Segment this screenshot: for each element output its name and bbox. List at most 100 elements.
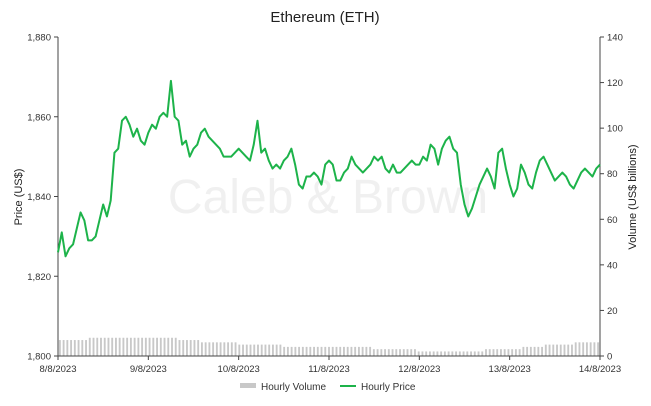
volume-bar	[245, 344, 248, 356]
y-right-tick-label: 0	[607, 352, 612, 363]
y-right-tick-label: 140	[607, 33, 623, 44]
price-series-line	[57, 79, 601, 258]
volume-bar	[552, 344, 555, 356]
volume-bar	[204, 342, 207, 356]
volume-bar	[559, 344, 562, 356]
volume-bar	[200, 342, 203, 356]
volume-bar	[589, 342, 592, 356]
volume-bar	[77, 340, 80, 356]
volume-bar	[574, 342, 577, 356]
y-right-tick-label: 40	[607, 260, 618, 271]
volume-bar	[343, 346, 345, 356]
volume-bar	[70, 340, 73, 356]
volume-bar	[298, 346, 301, 356]
volume-bar	[500, 349, 502, 356]
volume-bar	[473, 351, 476, 356]
volume-bar	[301, 346, 304, 356]
y-left-tick-label: 1,800	[27, 352, 51, 363]
volume-bar	[440, 351, 443, 356]
volume-bar	[458, 351, 461, 356]
volume-bar	[163, 337, 166, 356]
volume-bar	[81, 340, 84, 356]
price-line-group	[57, 79, 601, 258]
watermark: Caleb & Brown	[168, 171, 488, 224]
volume-bar	[361, 346, 364, 356]
volume-bar	[118, 337, 121, 356]
volume-bar	[320, 346, 323, 356]
volume-bar	[129, 337, 132, 356]
y-left-tick-label: 1,820	[27, 272, 51, 283]
volume-bar	[477, 351, 480, 356]
volume-bar	[324, 346, 327, 356]
y-right-axis-label: Volume (US$ billions)	[627, 144, 639, 249]
volume-bar	[585, 342, 588, 356]
volume-bar	[582, 342, 585, 356]
x-tick-label: 8/8/2023	[40, 364, 77, 375]
volume-bar	[122, 337, 125, 356]
volume-bar	[271, 344, 274, 356]
axes: 1,800 1,820 1,840 1,860 1,880 0 20 40 60 80 100 120…	[27, 33, 623, 376]
volume-bar	[563, 344, 566, 356]
volume-bar	[365, 346, 368, 356]
legend-volume-swatch	[240, 383, 256, 388]
volume-bar	[466, 351, 469, 356]
volume-bar	[503, 349, 506, 356]
volume-bar	[215, 342, 218, 356]
volume-bar	[346, 346, 349, 356]
volume-bar	[488, 349, 491, 356]
volume-bar	[152, 337, 155, 356]
volume-bar	[100, 337, 102, 356]
volume-bar	[436, 351, 439, 356]
volume-bar	[511, 349, 514, 356]
volume-bar	[141, 337, 144, 356]
volume-bar	[238, 344, 241, 356]
volume-bar	[212, 342, 215, 356]
volume-bar	[593, 342, 596, 356]
x-tick-label: 14/8/2023	[579, 364, 621, 375]
volume-bar	[328, 346, 330, 356]
volume-bars	[58, 337, 600, 356]
volume-bar	[548, 344, 551, 356]
volume-bar	[171, 337, 173, 356]
y-left-tick-label: 1,860	[27, 112, 51, 123]
volume-bar	[257, 344, 259, 356]
volume-bar	[73, 340, 76, 356]
volume-bar	[357, 346, 360, 356]
volume-bar	[193, 340, 196, 356]
x-tick-label: 10/8/2023	[218, 364, 260, 375]
volume-bar	[443, 351, 446, 356]
volume-bar	[88, 337, 91, 356]
volume-bar	[111, 337, 114, 356]
volume-bar	[417, 351, 420, 356]
y-right-tick-label: 100	[607, 124, 623, 135]
volume-bar	[496, 349, 499, 356]
volume-bar	[395, 349, 398, 356]
volume-bar	[451, 351, 454, 356]
volume-bar	[492, 349, 495, 356]
volume-bar	[455, 351, 458, 356]
volume-bar	[126, 337, 129, 356]
volume-bar	[156, 337, 158, 356]
volume-bar	[242, 344, 244, 356]
x-tick-label: 9/8/2023	[130, 364, 167, 375]
volume-bar	[219, 342, 222, 356]
volume-bar	[526, 346, 529, 356]
volume-bar	[223, 342, 226, 356]
volume-bar	[283, 346, 286, 356]
volume-bar	[485, 349, 487, 356]
volume-bar	[197, 340, 200, 356]
volume-bar	[85, 340, 87, 356]
volume-bar	[286, 346, 289, 356]
volume-bar	[387, 349, 390, 356]
volume-bar	[447, 351, 450, 356]
volume-bar	[182, 340, 185, 356]
volume-bar	[556, 344, 558, 356]
volume-bar	[115, 337, 117, 356]
volume-bar	[260, 344, 263, 356]
volume-bar	[406, 349, 409, 356]
volume-bar	[428, 351, 431, 356]
volume-bar	[174, 337, 177, 356]
volume-bar	[380, 349, 383, 356]
